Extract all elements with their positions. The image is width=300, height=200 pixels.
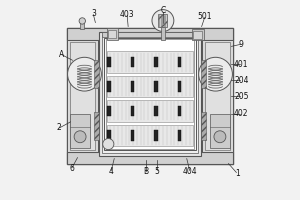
Bar [210, 114, 230, 148]
Bar [104, 38, 196, 150]
Bar [70, 114, 90, 148]
Text: 402: 402 [234, 109, 249, 118]
Bar [154, 57, 158, 67]
Circle shape [79, 18, 85, 24]
Bar [94, 60, 99, 88]
Bar [67, 28, 233, 164]
Text: 4: 4 [109, 167, 114, 176]
Text: 204: 204 [234, 76, 249, 85]
Bar [178, 57, 182, 67]
Circle shape [103, 139, 114, 150]
Bar [178, 130, 182, 141]
Bar [99, 32, 201, 156]
Text: 3: 3 [91, 9, 96, 18]
Bar [107, 106, 111, 116]
Text: 401: 401 [234, 60, 249, 69]
Bar [178, 81, 182, 92]
Text: B: B [143, 167, 148, 176]
Bar [130, 81, 134, 92]
Bar [102, 35, 198, 153]
Bar [161, 27, 165, 40]
Circle shape [68, 57, 101, 91]
Bar [80, 22, 84, 29]
Bar [67, 28, 233, 40]
Text: 9: 9 [239, 40, 244, 49]
Bar [154, 106, 158, 116]
Text: C: C [160, 6, 166, 15]
Bar [67, 40, 98, 152]
Text: 205: 205 [234, 92, 249, 101]
Circle shape [214, 131, 226, 143]
Bar [154, 130, 158, 141]
Bar [130, 106, 134, 116]
Bar [130, 130, 134, 141]
Bar [193, 31, 202, 39]
Bar [108, 30, 116, 38]
Bar [178, 106, 182, 116]
Bar [201, 60, 206, 88]
Text: 2: 2 [56, 123, 61, 132]
Bar [102, 32, 198, 37]
Text: 403: 403 [120, 10, 134, 19]
Text: 404: 404 [182, 167, 197, 176]
Bar [192, 29, 204, 40]
Bar [107, 100, 193, 122]
Circle shape [199, 57, 233, 91]
Bar [106, 39, 194, 149]
Bar [94, 112, 99, 140]
Bar [202, 40, 233, 152]
Bar [107, 81, 111, 92]
Text: 1: 1 [235, 169, 240, 178]
Bar [70, 42, 95, 150]
Text: 6: 6 [69, 164, 74, 173]
Text: 501: 501 [197, 12, 212, 21]
Bar [158, 14, 167, 27]
Bar [67, 152, 233, 164]
Bar [107, 76, 193, 97]
Bar [205, 42, 230, 150]
Bar [107, 28, 118, 40]
Text: 5: 5 [154, 167, 159, 176]
Bar [107, 125, 193, 146]
Bar [201, 112, 206, 140]
Bar [107, 57, 111, 67]
Bar [154, 81, 158, 92]
Circle shape [74, 131, 86, 143]
Circle shape [152, 10, 174, 31]
Bar [70, 32, 230, 160]
Bar [130, 57, 134, 67]
Bar [107, 51, 193, 73]
Text: A: A [58, 50, 64, 59]
Bar [107, 130, 111, 141]
